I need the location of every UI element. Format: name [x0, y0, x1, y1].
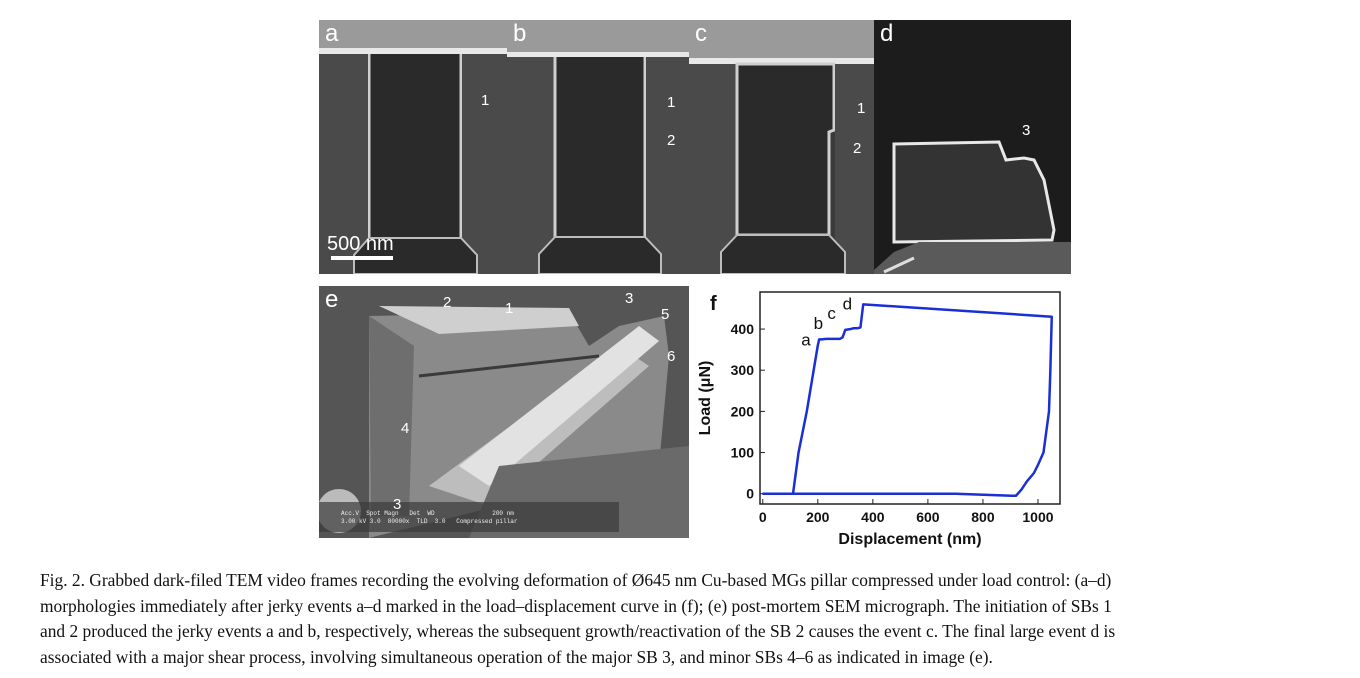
plot-frame	[759, 291, 1061, 505]
annotation-2: 2	[443, 294, 452, 311]
scalebar	[331, 256, 393, 260]
y-tick-label: 200	[731, 403, 755, 419]
annotation-5: 5	[661, 306, 670, 323]
y-tick-label: 300	[731, 362, 755, 378]
data-point	[852, 327, 855, 330]
data-point	[816, 492, 819, 495]
data-point	[1037, 464, 1039, 466]
data-point	[1048, 410, 1050, 413]
event-label-b: b	[814, 314, 823, 333]
sem-info-line-1: Acc.V Spot Magn Det WD 200 nm	[341, 510, 514, 517]
panel-label-a: a	[325, 20, 339, 47]
annotation-6: 6	[667, 348, 676, 365]
data-point	[1033, 472, 1035, 474]
panel-label-b: b	[513, 20, 527, 47]
annotation-1: 1	[505, 300, 514, 317]
x-tick-label: 0	[759, 509, 767, 525]
caption-line-1: Fig. 2. Grabbed dark-filed TEM video fra…	[40, 570, 1112, 590]
data-point	[862, 303, 865, 306]
tem-image-b	[507, 20, 689, 274]
y-axis-label: Load (μN)	[697, 361, 714, 436]
scalebar-label: 500 nm	[327, 233, 394, 255]
caption-line-4: associated with a major shear process, i…	[40, 646, 993, 667]
annotation-1: 1	[481, 92, 490, 109]
series-line-0	[762, 303, 1053, 498]
y-tick-label: 100	[731, 445, 755, 461]
data-point	[839, 338, 841, 340]
x-axis-label: Displacement (nm)	[838, 531, 981, 548]
sem-panel-e: e 2 1 3 5 6 4 3 Acc.V Spot Magn Det WD 2…	[319, 286, 689, 538]
data-point	[872, 492, 874, 495]
x-tick-label: 200	[806, 509, 830, 525]
event-label-c: c	[827, 304, 836, 323]
figure-caption: Fig. 2. Grabbed dark-filed TEM video fra…	[40, 568, 1330, 670]
annotation-3: 3	[625, 290, 634, 307]
annotation-4: 4	[401, 420, 410, 437]
sem-info-line-2: 3.00 kV 3.0 80000x TLD 3.0 Compressed pi…	[341, 518, 518, 525]
data-point	[850, 328, 852, 330]
x-tick-label: 800	[971, 509, 995, 525]
data-point	[812, 369, 815, 372]
data-point	[844, 329, 847, 331]
event-label-d: d	[843, 294, 852, 313]
sem-info-bar: Acc.V Spot Magn Det WD 200 nm 3.00 kV 3.…	[341, 510, 517, 526]
y-tick-label: 400	[731, 321, 755, 337]
x-tick-label: 400	[861, 509, 885, 525]
data-point	[1050, 315, 1053, 318]
data-point	[818, 338, 820, 341]
annotation-1: 1	[857, 100, 866, 117]
data-point	[1049, 369, 1052, 372]
data-point	[761, 492, 764, 495]
annotation-1: 1	[667, 94, 676, 111]
panel-label-e: e	[325, 286, 339, 313]
data-point	[1042, 451, 1045, 454]
sem-image-e	[319, 286, 689, 538]
data-point	[1026, 480, 1028, 483]
sem-panel-d: d 3	[874, 20, 1071, 274]
annotation-2: 2	[853, 140, 862, 157]
caption-line-2: morphologies immediately after jerky eve…	[40, 595, 1112, 616]
data-point	[927, 492, 929, 495]
panel-label-d: d	[880, 20, 894, 47]
event-label-a: a	[801, 331, 811, 350]
data-point	[841, 336, 844, 339]
panel-label-f: f	[710, 293, 717, 315]
y-tick-label: 0	[746, 486, 754, 502]
data-point	[1011, 494, 1013, 497]
data-point	[954, 492, 957, 495]
load-displacement-chart: f 0 200 400 600 800 1000 0 100 200 300 400 Displacem…	[697, 291, 1061, 548]
tem-image-c	[689, 20, 874, 274]
data-point	[792, 492, 794, 495]
tem-panel-a: a 1 500 nm	[319, 20, 507, 274]
data-point	[821, 338, 823, 341]
data-point	[832, 338, 834, 340]
data-point	[816, 344, 819, 347]
data-point	[1020, 488, 1023, 491]
data-point	[797, 451, 800, 454]
x-tick-label: 1000	[1022, 509, 1053, 525]
data-point	[856, 327, 859, 330]
data-point	[1045, 431, 1048, 433]
tem-panel-b: b 1 2	[507, 20, 689, 274]
sem-image-d	[874, 140, 1071, 274]
annotation-3-bottom: 3	[393, 496, 402, 513]
annotation-3: 3	[1022, 122, 1031, 139]
panel-label-c: c	[695, 20, 707, 47]
data-point	[825, 338, 827, 340]
caption-line-3: and 2 produced the jerky events a and b,…	[40, 621, 1116, 641]
tem-image-a	[319, 20, 507, 274]
annotation-2: 2	[667, 132, 676, 149]
data-point	[859, 326, 862, 329]
tem-panel-c: c 1 2	[689, 20, 874, 274]
data-point	[805, 410, 808, 413]
data-point	[1015, 494, 1017, 497]
x-tick-label: 600	[916, 509, 940, 525]
